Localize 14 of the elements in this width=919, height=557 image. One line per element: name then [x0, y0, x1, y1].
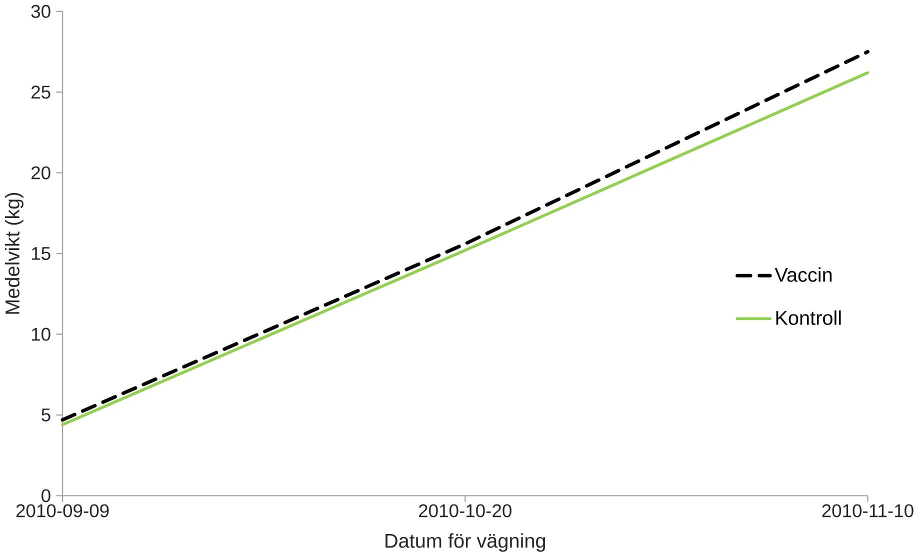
x-tick-label: 2010-11-10 — [822, 504, 914, 518]
legend-label: Kontroll — [776, 310, 841, 326]
y-tick-label: 20 — [32, 166, 50, 180]
y-axis-title: Medelvikt (kg) — [4, 193, 24, 314]
x-tick-label: 2010-09-09 — [16, 504, 109, 518]
y-tick-label: 30 — [31, 5, 50, 18]
y-tick-label: 10 — [32, 328, 50, 341]
y-tick-label: 25 — [32, 86, 50, 99]
y-tick-label: 5 — [42, 408, 50, 422]
legend-label: Vaccin — [774, 267, 832, 282]
x-axis-title: Datum för vägning — [386, 533, 545, 552]
y-tick-label: 0 — [42, 489, 50, 502]
x-tick-label: 2010-10-20 — [419, 504, 512, 518]
y-tick-label: 15 — [32, 247, 50, 260]
